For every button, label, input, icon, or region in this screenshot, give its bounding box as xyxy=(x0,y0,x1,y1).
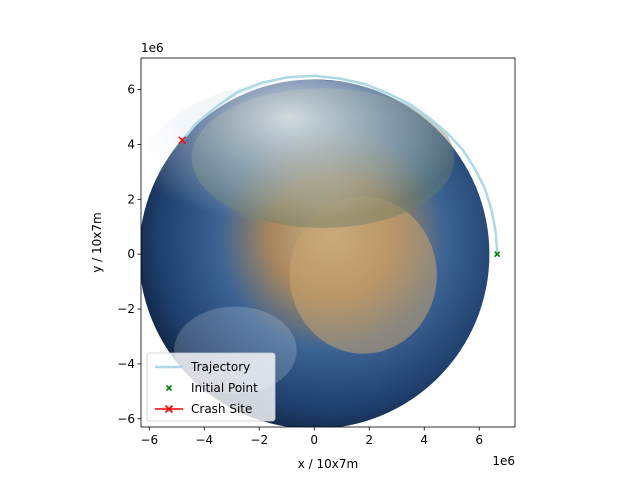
legend-label-crash-site: Crash Site xyxy=(191,402,252,416)
x-tick-label: −6 xyxy=(140,433,158,447)
x-tick-label: −4 xyxy=(195,433,213,447)
y-tick-label: 6 xyxy=(127,83,135,97)
y-tick-label: 2 xyxy=(127,192,135,206)
y-axis-offset-text: 1e6 xyxy=(141,41,164,55)
series-layer xyxy=(178,74,501,258)
legend-box xyxy=(146,352,276,422)
series-trajectory xyxy=(181,74,499,255)
marker-crash-site xyxy=(178,136,187,145)
marker-initial-point xyxy=(494,251,501,258)
x-tick-label: 6 xyxy=(475,433,483,447)
legend-label-initial-point: Initial Point xyxy=(191,381,258,395)
plot-area xyxy=(141,74,501,427)
legend-label-trajectory: Trajectory xyxy=(190,360,250,374)
y-tick-label: −4 xyxy=(117,357,135,371)
x-tick-label: 0 xyxy=(310,433,318,447)
legend-handle-crash-site xyxy=(155,404,183,414)
earth-globe-image xyxy=(141,79,490,427)
y-tick-label: 0 xyxy=(127,247,135,261)
x-axis-offset-text: 1e6 xyxy=(492,454,515,468)
y-axis-ticks: −6 −4 −2 0 2 4 6 xyxy=(117,83,141,426)
x-axis-label: x / 10x7m xyxy=(298,457,358,471)
x-tick-label: 4 xyxy=(420,433,428,447)
y-tick-label: −6 xyxy=(117,412,135,426)
x-tick-label: −2 xyxy=(250,433,268,447)
legend: Trajectory Initial Point Crash Site xyxy=(146,352,276,422)
y-axis-label: y / 10x7m xyxy=(90,212,104,272)
y-tick-label: −2 xyxy=(117,302,135,316)
axes-frame xyxy=(140,57,516,428)
x-axis-ticks: −6 −4 −2 0 2 4 6 xyxy=(140,427,483,447)
y-tick-label: 4 xyxy=(127,137,135,151)
earth-cloud-cover xyxy=(141,79,472,272)
x-tick-label: 2 xyxy=(365,433,373,447)
legend-handle-initial-point xyxy=(165,384,173,392)
